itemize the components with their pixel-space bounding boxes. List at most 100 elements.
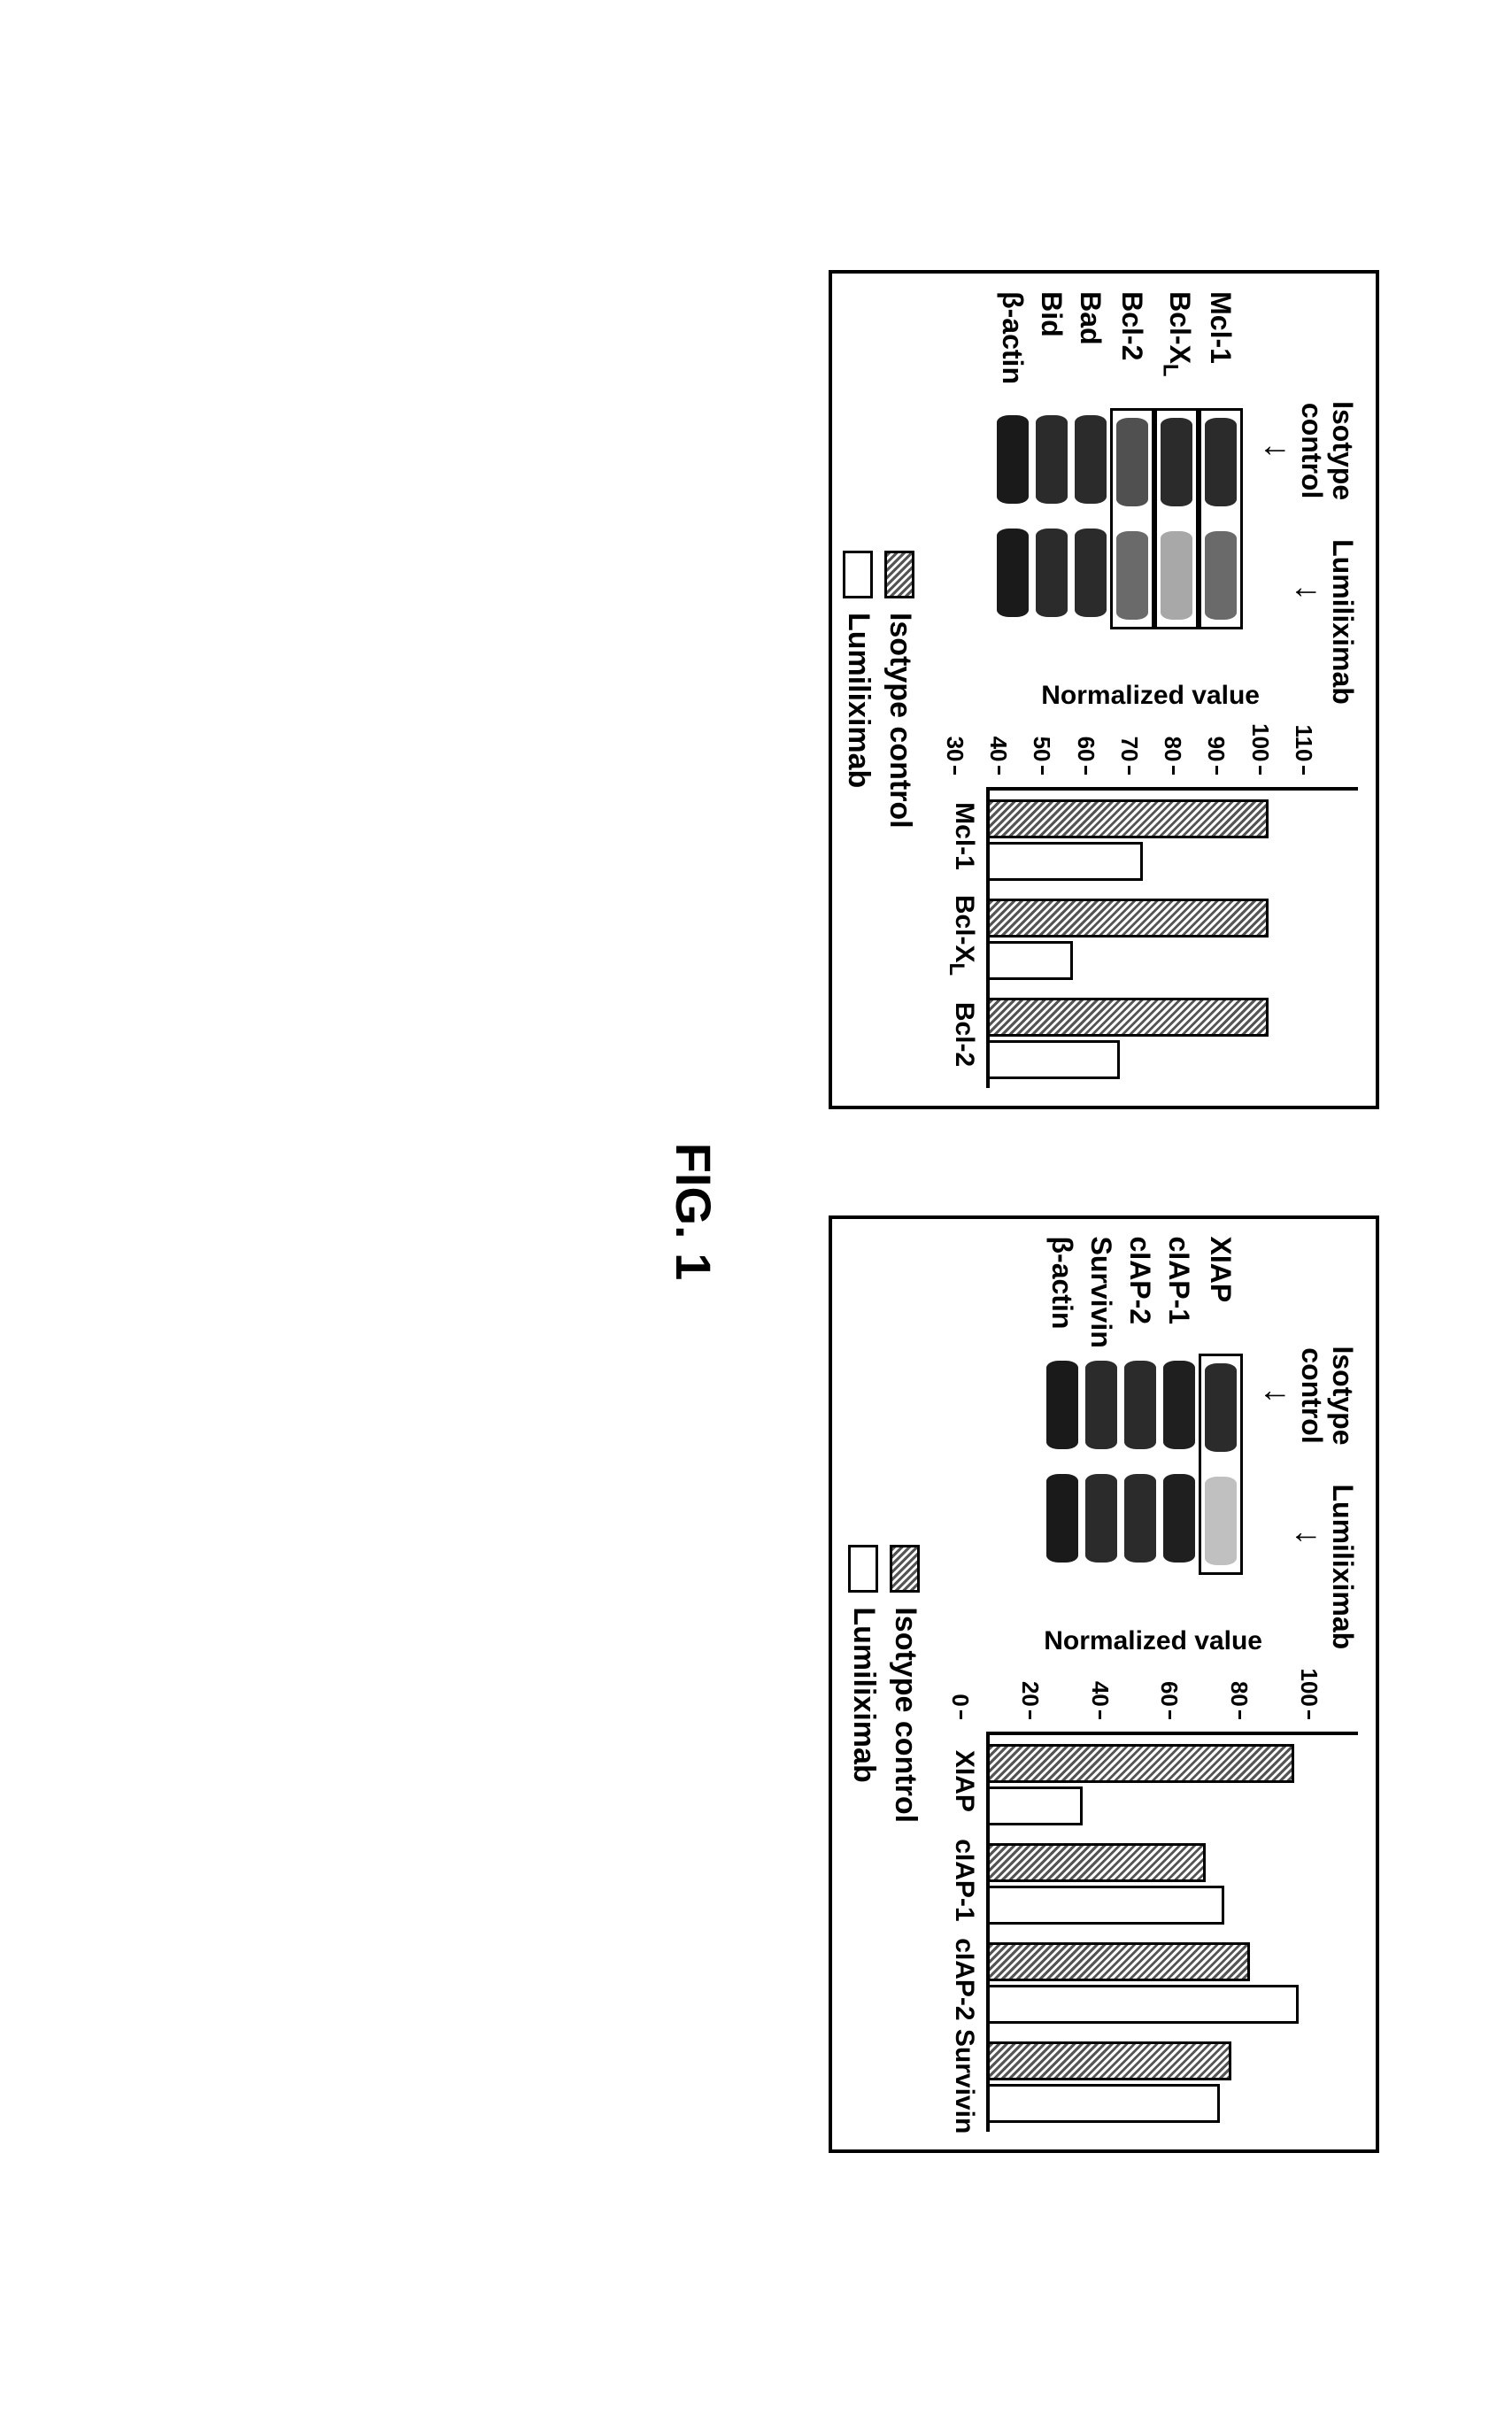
blot-label: cIAP-2 — [1123, 1237, 1156, 1341]
panel-b-blot: Isotypecontrol ↓ Lumiliximab ↓ XIAPcIAP-… — [1043, 1237, 1358, 1591]
panel-b-y-axis-label: Normalized value — [1045, 1626, 1263, 1656]
bar-iso — [990, 1942, 1250, 1981]
bar-lum — [990, 941, 1074, 980]
arrow-down-icon: ↓ — [1288, 539, 1325, 645]
panel-b-top: Isotypecontrol ↓ Lumiliximab ↓ XIAPcIAP-… — [949, 1237, 1358, 2132]
bar-lum — [990, 842, 1143, 881]
blot-band-lumiliximab — [1116, 531, 1148, 620]
blot-label: Bad — [1074, 291, 1107, 396]
blot-row: Bid — [1032, 291, 1071, 645]
legend-swatch-open — [849, 1545, 879, 1593]
blot-band-lumiliximab — [1124, 1474, 1156, 1563]
legend-label-isotype: Isotype control — [883, 613, 917, 829]
blot-label: Bcl-XL — [1157, 291, 1195, 396]
lane-header-lumiliximab-text: Lumiliximab — [1327, 1485, 1359, 1650]
y-tick: 60 — [1075, 737, 1098, 775]
blot-row: Bad — [1071, 291, 1110, 645]
blot-bands — [1043, 1354, 1082, 1570]
x-label: Bcl-XL — [944, 886, 979, 985]
blot-label: Bid — [1035, 291, 1068, 396]
bar-group — [990, 998, 1269, 1079]
y-tick: 40 — [1089, 1681, 1112, 1719]
blot-bands — [993, 408, 1032, 624]
lane-header-isotype: Isotypecontrol ↓ — [1257, 397, 1358, 504]
blot-band-isotype — [1046, 1361, 1078, 1449]
blot-band-isotype — [1116, 418, 1148, 506]
x-label: cIAP-1 — [949, 1831, 979, 1930]
bar-group — [990, 1744, 1294, 1825]
legend-label-lumiliximab: Lumiliximab — [841, 613, 876, 788]
lane-header-isotype-text: Isotypecontrol — [1296, 401, 1359, 500]
bar-iso — [990, 998, 1269, 1037]
blot-band-lumiliximab — [1205, 531, 1237, 620]
blot-band-lumiliximab — [1163, 1474, 1195, 1563]
bar-lum — [990, 1985, 1299, 2024]
blot-band-isotype — [1205, 418, 1237, 506]
blot-label: Survivin — [1084, 1237, 1117, 1341]
blot-band-isotype — [1075, 415, 1107, 504]
blot-bands — [1110, 408, 1154, 629]
blot-band-lumiliximab — [1046, 1474, 1078, 1563]
panel-a-y-axis-label: Normalized value — [1042, 681, 1261, 711]
legend-row-isotype: Isotype control — [883, 551, 917, 829]
arrow-down-icon: ↓ — [1288, 1485, 1325, 1591]
blot-band-lumiliximab — [1085, 1474, 1117, 1563]
rotated-canvas: Isotypecontrol ↓ Lumiliximab ↓ Mcl-1Bcl-… — [0, 0, 1512, 2423]
legend-label-lumiliximab: Lumiliximab — [846, 1607, 881, 1782]
blot-row: Survivin — [1082, 1237, 1121, 1591]
panel-b-chart: Normalized value 100806040200 XIAPcIAP-1… — [949, 1626, 1358, 2132]
y-tick: 40 — [987, 737, 1010, 775]
blot-bands — [1121, 1354, 1160, 1570]
panel-a-top: Isotypecontrol ↓ Lumiliximab ↓ Mcl-1Bcl-… — [944, 291, 1358, 1087]
blot-band-lumiliximab — [1036, 529, 1068, 617]
bar-group — [990, 899, 1269, 980]
y-tick: 20 — [1019, 1681, 1042, 1719]
lane-header-isotype-text: Isotypecontrol — [1296, 1346, 1359, 1445]
x-label: Survivin — [949, 2029, 979, 2128]
legend-row-isotype: Isotype control — [888, 1545, 922, 1823]
panel-a-x-labels: Mcl-1Bcl-XLBcl-2 — [944, 787, 979, 1088]
blot-band-isotype — [1161, 418, 1192, 506]
blot-bands — [1199, 408, 1243, 629]
panel-a-blot: Isotypecontrol ↓ Lumiliximab ↓ Mcl-1Bcl-… — [993, 291, 1358, 645]
lane-header-isotype: Isotypecontrol ↓ — [1257, 1343, 1358, 1449]
lane-header-lumiliximab-text: Lumiliximab — [1327, 539, 1359, 705]
y-tick: 100 — [1249, 723, 1272, 774]
blot-band-isotype — [997, 415, 1029, 504]
panel-b-blot-headers: Isotypecontrol ↓ Lumiliximab ↓ — [1257, 1343, 1358, 1591]
y-tick: 70 — [1118, 737, 1141, 775]
y-tick: 90 — [1206, 737, 1229, 775]
blot-row: Mcl-1 — [1199, 291, 1243, 645]
panel-a-legend: Isotype control Lumiliximab — [841, 551, 917, 829]
blot-label: Mcl-1 — [1204, 291, 1237, 396]
panel-a: Isotypecontrol ↓ Lumiliximab ↓ Mcl-1Bcl-… — [829, 270, 1379, 1108]
bar-group — [990, 799, 1269, 881]
bar-lum — [990, 2084, 1220, 2123]
arrow-down-icon: ↓ — [1257, 397, 1294, 504]
blot-band-lumiliximab — [1161, 531, 1192, 620]
blot-band-isotype — [1124, 1361, 1156, 1449]
panel-b-y-axis: 100806040200 — [949, 1669, 1321, 1725]
blot-row: Bcl-XL — [1154, 291, 1199, 645]
panel-b-plot-area — [986, 1732, 1358, 2132]
y-tick: 80 — [1228, 1681, 1251, 1719]
legend-row-lumiliximab: Lumiliximab — [841, 551, 876, 788]
blot-band-isotype — [1163, 1361, 1195, 1449]
blot-band-isotype — [1085, 1361, 1117, 1449]
x-label: Bcl-2 — [944, 985, 979, 1084]
blot-label: β-actin — [1045, 1237, 1078, 1341]
blot-row: cIAP-2 — [1121, 1237, 1160, 1591]
lane-header-lumiliximab: Lumiliximab ↓ — [1257, 1485, 1358, 1591]
blot-bands — [1032, 408, 1071, 624]
bar-group — [990, 1843, 1224, 1925]
panel-b-x-labels: XIAPcIAP-1cIAP-2Survivin — [949, 1732, 979, 2132]
y-tick: 30 — [944, 737, 967, 775]
blot-bands — [1160, 1354, 1199, 1570]
blot-label: β-actin — [996, 291, 1029, 396]
blot-bands — [1071, 408, 1110, 624]
y-tick: 60 — [1158, 1681, 1181, 1719]
bar-iso — [990, 1744, 1294, 1783]
arrow-down-icon: ↓ — [1257, 1343, 1294, 1449]
blot-band-lumiliximab — [1075, 529, 1107, 617]
panels-row: Isotypecontrol ↓ Lumiliximab ↓ Mcl-1Bcl-… — [829, 106, 1379, 2317]
